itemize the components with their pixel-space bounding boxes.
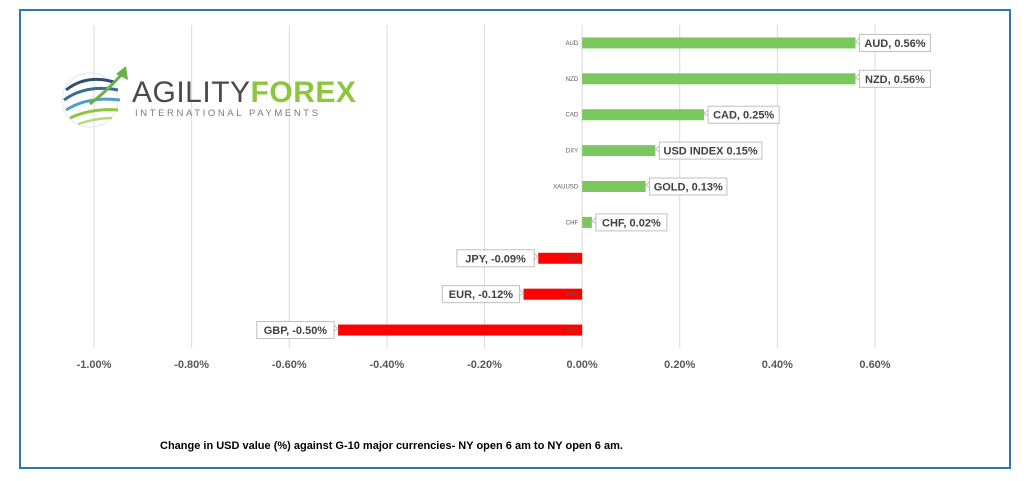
- data-label-pointer: [854, 36, 860, 45]
- logo-tagline: INTERNATIONAL PAYMENTS: [135, 108, 321, 119]
- data-label: CHF, 0.02%: [602, 217, 661, 229]
- data-label-box: [858, 69, 931, 88]
- x-tick-label: 0.40%: [762, 359, 793, 371]
- data-label-box: [658, 141, 763, 160]
- bar-cad: [582, 109, 705, 121]
- data-label: EUR, -0.12%: [449, 289, 513, 301]
- data-label-box: [649, 177, 728, 196]
- data-label-box: [441, 285, 521, 304]
- bar-nzd: [582, 73, 856, 85]
- data-label-pointer: [519, 287, 525, 296]
- data-label-box: [858, 33, 931, 52]
- x-tick-label: -0.80%: [174, 359, 209, 371]
- bar-jpy: [538, 252, 583, 264]
- chart-frame: [19, 9, 1011, 469]
- globe-swoosh-icon: [61, 66, 128, 128]
- x-tick-label: -0.60%: [272, 359, 307, 371]
- category-label: AUD: [565, 41, 578, 47]
- category-label: CAD: [565, 113, 578, 119]
- data-label: NZD, 0.56%: [865, 74, 925, 86]
- bar-chf: [582, 216, 592, 228]
- data-label: CAD, 0.25%: [713, 110, 774, 122]
- data-label-pointer: [591, 216, 597, 225]
- bars: [338, 37, 856, 336]
- data-label-pointer: [703, 108, 709, 117]
- category-label: XAUUSD: [553, 185, 579, 191]
- data-label-pointer: [654, 144, 660, 153]
- chart-caption: Change in USD value (%) against G-10 maj…: [160, 440, 623, 452]
- bar-xauusd: [582, 181, 646, 192]
- x-tick-label: 0.00%: [567, 359, 598, 371]
- data-label-box: [707, 105, 780, 124]
- category-label: DXY: [566, 149, 578, 155]
- category-label: NZD: [566, 77, 579, 83]
- data-label-pointer: [854, 72, 860, 81]
- data-labels: AUD, 0.56% NZD, 0.56% CAD, 0.25% USD INDEX …: [256, 33, 931, 340]
- bar-eur: [523, 288, 583, 300]
- agility-forex-logo: AGILITYFOREX INTERNATIONAL PAYMENTS: [56, 60, 356, 135]
- data-label: AUD, 0.56%: [864, 38, 925, 50]
- category-label: JPY: [567, 256, 578, 262]
- category-labels: AUD NZD CAD DXY XAUUSD CHF JPY EUR GBP: [553, 41, 579, 334]
- x-tick-label: -0.40%: [369, 359, 404, 371]
- x-tick-label: -0.20%: [467, 359, 502, 371]
- data-label-box: [256, 321, 335, 340]
- data-label-pointer: [333, 323, 339, 332]
- data-label: USD INDEX 0.15%: [664, 146, 758, 158]
- data-label-box: [456, 249, 535, 268]
- x-tick-label: 0.60%: [859, 359, 890, 371]
- bar-dxy: [582, 145, 656, 157]
- data-label: GOLD, 0.13%: [654, 182, 723, 194]
- category-label: CHF: [566, 220, 579, 226]
- category-label: EUR: [565, 292, 578, 298]
- category-label: GBP: [565, 328, 578, 334]
- x-tick-label: -1.00%: [77, 359, 112, 371]
- data-label-box: [595, 213, 668, 232]
- data-label-pointer: [533, 252, 540, 261]
- bar-aud: [582, 37, 856, 49]
- x-axis-tick-labels: -1.00% -0.80% -0.60% -0.40% -0.20% 0.00% 0.20%…: [77, 359, 891, 371]
- bar-gbp: [338, 324, 583, 336]
- data-label: GBP, -0.50%: [264, 325, 328, 337]
- x-tick-label: 0.20%: [664, 359, 695, 371]
- logo-wordmark: AGILITYFOREX: [132, 76, 357, 109]
- data-label-pointer: [644, 180, 651, 189]
- data-label: JPY, -0.09%: [465, 253, 526, 265]
